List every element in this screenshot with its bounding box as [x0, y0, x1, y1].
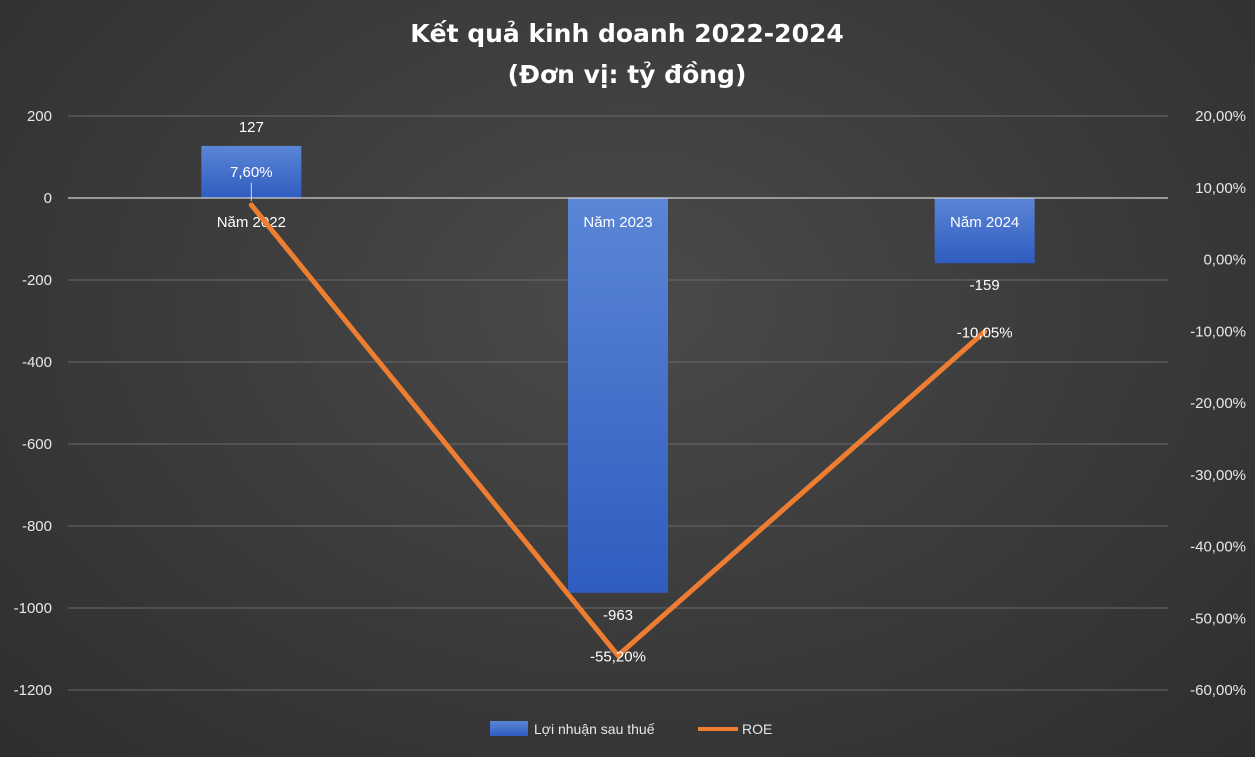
left-tick-label: -600	[22, 436, 52, 453]
right-tick-label: -60,00%	[1190, 682, 1246, 699]
category-label: Năm 2024	[950, 214, 1019, 231]
category-labels: Năm 2022 Năm 2023 Năm 2024	[217, 214, 1020, 231]
bar-3	[934, 198, 1035, 264]
chart-subtitle: (Đơn vị: tỷ đồng)	[508, 60, 747, 89]
right-tick-label: -40,00%	[1190, 539, 1246, 556]
bar-value-label: 127	[239, 119, 264, 136]
right-tick-label: 10,00%	[1195, 180, 1246, 197]
bar-value-label: -963	[603, 607, 633, 624]
category-label: Năm 2023	[583, 214, 652, 231]
bar-value-label: -159	[970, 277, 1000, 294]
roe-value-label: -10,05%	[957, 325, 1013, 342]
roe-value-label: 7,60%	[230, 164, 273, 181]
left-tick-label: 0	[44, 190, 52, 207]
right-tick-label: 20,00%	[1195, 108, 1246, 125]
roe-line-series	[248, 202, 988, 659]
right-axis: 20,00% 10,00% 0,00% -10,00% -20,00% -30,00% -4…	[1190, 108, 1246, 699]
legend-label-profit: Lợi nhuận sau thuế	[534, 721, 655, 737]
roe-point-1	[248, 202, 254, 208]
legend-label-roe: ROE	[742, 721, 772, 737]
legend-swatch-profit	[490, 721, 528, 736]
left-tick-label: -800	[22, 518, 52, 535]
category-label: Năm 2022	[217, 214, 286, 231]
bar-2	[568, 198, 668, 593]
right-tick-label: -50,00%	[1190, 610, 1246, 627]
roe-point-2	[615, 653, 621, 659]
profit-bars	[201, 145, 1035, 593]
left-tick-label: -200	[22, 272, 52, 289]
chart-title: Kết quả kinh doanh 2022-2024	[410, 19, 844, 48]
roe-point-3	[982, 329, 988, 335]
left-tick-label: 200	[27, 108, 52, 125]
right-tick-label: -30,00%	[1190, 467, 1246, 484]
legend: Lợi nhuận sau thuế ROE	[490, 721, 772, 737]
right-tick-label: 0,00%	[1203, 252, 1246, 269]
roe-value-label: -55,20%	[590, 649, 646, 666]
left-tick-label: -1000	[14, 600, 52, 617]
left-tick-label: -1200	[14, 682, 52, 699]
right-tick-label: -20,00%	[1190, 395, 1246, 412]
right-tick-label: -10,00%	[1190, 323, 1246, 340]
left-tick-label: -400	[22, 354, 52, 371]
left-axis: 200 0 -200 -400 -600 -800 -1000 -1200	[14, 108, 52, 699]
data-labels: 127 -963 -159 7,60% -55,20% -10,05%	[230, 119, 1013, 666]
